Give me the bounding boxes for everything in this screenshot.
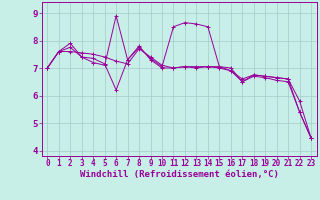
X-axis label: Windchill (Refroidissement éolien,°C): Windchill (Refroidissement éolien,°C)	[80, 170, 279, 179]
